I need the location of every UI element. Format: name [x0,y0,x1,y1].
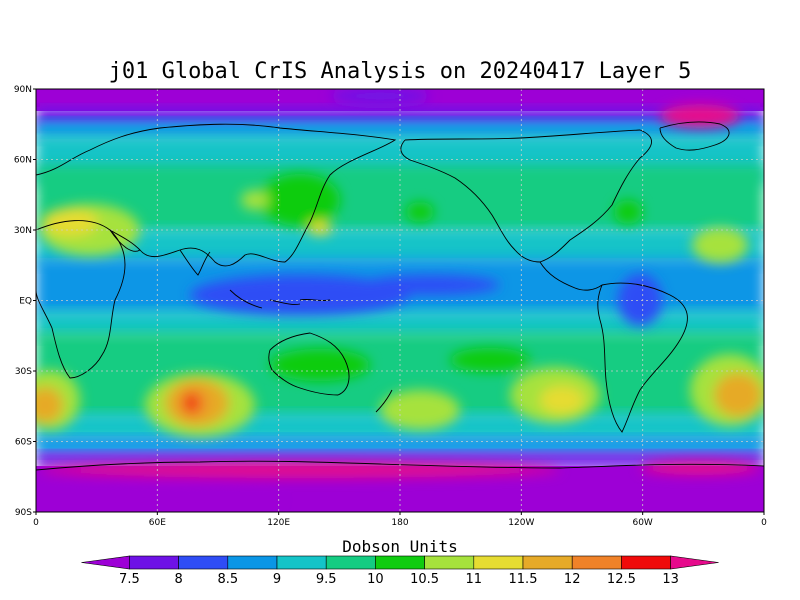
lat-tick-label: 90N [14,85,32,95]
colorbar-level-label: 12.5 [607,572,636,587]
colorbar-level-label: 10 [367,572,384,587]
colorbar-title: Dobson Units [342,537,458,556]
lat-tick-label: 30N [14,226,32,236]
colorbar-level-label: 9 [273,572,281,587]
lon-tick-label: 0 [761,518,767,528]
coastline-arabia-india [109,229,211,276]
lon-tick-label: 60E [149,518,166,528]
lon-tick-label: 60W [632,518,652,528]
coastlines [36,121,764,471]
lat-tick-label: 90S [15,508,32,518]
coastline-central-america [539,261,603,291]
lon-tick-label: 120W [508,518,534,528]
colorbar-segment [571,555,622,570]
colorbar-high-arrow [670,555,719,570]
colorbar-segment [522,555,573,570]
longitude-axis: 0 60E 120E 180 120W 60W 0 [33,512,767,528]
coastline-australia [268,332,350,396]
lat-tick-label: 30S [15,367,32,377]
lat-tick-label: 60S [15,438,32,448]
coastline-new-zealand [375,389,393,413]
colorbar: 7.5 8 8.5 9 9.5 10 10.5 11 11.5 12 12.5 13 [81,555,719,587]
lat-tick-label: 60N [14,156,32,166]
colorbar-segment [129,555,179,570]
coastline-europe-asia [36,123,397,267]
lon-tick-label: 180 [391,518,408,528]
map-title: j01 Global CrIS Analysis on 20240417 Lay… [109,59,692,84]
colorbar-level-label: 8.5 [217,572,238,587]
colorbar-level-label: 11 [466,572,483,587]
colorbar-level-label: 10.5 [410,572,439,587]
coastline-antarctica [36,460,764,471]
colorbar-segment [621,555,671,570]
map-plot-area [36,89,764,512]
colorbar-level-label: 9.5 [316,572,337,587]
colorbar-low-arrow [81,555,130,570]
colorbar-segment [473,555,524,570]
coastline-greenland [659,121,730,151]
coastline-south-america [597,282,688,433]
latitude-axis: 90N 60N 30N EQ 30S 60S 90S [14,85,36,518]
colorbar-segment [325,555,376,570]
colorbar-segment [178,555,229,570]
coastline-north-america [400,129,652,263]
colorbar-level-label: 13 [662,572,679,587]
colorbar-segment [375,555,425,570]
lon-tick-label: 0 [33,518,39,528]
colorbar-level-label: 12 [564,572,581,587]
colorbar-level-label: 8 [174,572,182,587]
colorbar-level-label: 11.5 [509,572,538,587]
colorbar-segment [276,555,327,570]
lon-tick-label: 120E [267,518,290,528]
graticule [36,89,764,512]
coastline-africa [36,220,126,379]
colorbar-segment [424,555,475,570]
colorbar-level-label: 7.5 [119,572,140,587]
field-blobs [36,89,764,510]
colorbar-segment [227,555,278,570]
lat-tick-label: EQ [19,297,32,307]
